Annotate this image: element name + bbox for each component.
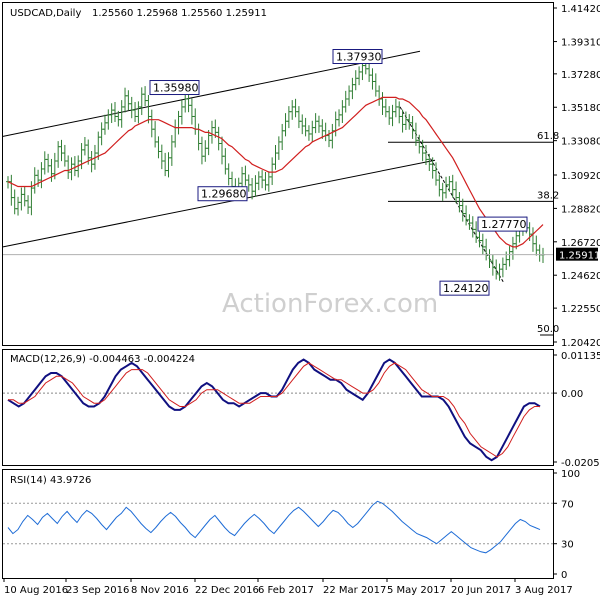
rsi-tick-label: 0	[561, 570, 567, 581]
moving-average	[7, 96, 544, 248]
price-tick-label: 1.33080	[561, 137, 600, 148]
dashed-trend-line	[399, 106, 505, 284]
date-tick-label: 23 Sep 2016	[66, 585, 129, 596]
macd-tick-label: 0.011353	[561, 351, 600, 362]
price-tick-label: 1.30920	[561, 171, 600, 182]
price-label-box	[197, 186, 248, 202]
price-label: 1.29680	[201, 188, 247, 201]
date-tick-label: 20 Jun 2017	[451, 585, 511, 596]
price-label-box	[439, 280, 490, 296]
rsi-tick-label: 100	[561, 469, 580, 480]
date-tick-label: 5 May 2017	[387, 585, 446, 596]
macd-tick-label: 0.00	[561, 389, 583, 400]
fib-level-label: 50.0	[537, 324, 559, 335]
price-tick-label: 1.35180	[561, 103, 600, 114]
price-tick-label: 1.22550	[561, 304, 600, 315]
last-price-box	[556, 247, 598, 261]
last-price-label: 1.25911	[559, 251, 600, 262]
ohlc-values: 1.25560 1.25968 1.25560 1.25911	[92, 8, 267, 19]
rsi-lines: 100 70 30 0	[3, 469, 580, 581]
rsi-tick-label: 70	[561, 499, 574, 510]
macd-lines: 0.011353 0.00 -0.020531	[3, 351, 600, 469]
price-label: 1.35980	[153, 82, 199, 95]
channel-lower-line	[2, 159, 436, 248]
macd-panel	[2, 349, 554, 466]
date-tick-label: 10 Aug 2016	[4, 585, 68, 596]
price-label: 1.24120	[443, 282, 489, 295]
symbol-title: USDCAD,Daily	[10, 8, 81, 19]
price-tick-label: 1.26720	[561, 238, 600, 249]
date-tick-label: 6 Feb 2017	[258, 585, 314, 596]
date-tick-label: 22 Dec 2016	[195, 585, 259, 596]
fibonacci-levels: 61.8 38.2 50.0	[388, 131, 559, 336]
price-panel	[2, 2, 554, 346]
y-axis-labels: 1.41420 1.39310 1.37280 1.35180 1.33080 1.309…	[3, 4, 600, 349]
rsi-tick-label: 30	[561, 540, 574, 551]
date-tick-label: 3 Aug 2017	[515, 585, 573, 596]
price-label-box	[149, 80, 200, 96]
rsi-title: RSI(14) 43.9726	[10, 475, 91, 486]
price-label-box	[332, 49, 383, 65]
price-tick-label: 1.41420	[561, 4, 600, 15]
trend-lines	[2, 50, 505, 284]
moving-average-line	[7, 96, 544, 248]
watermark: ActionForex.com	[222, 289, 438, 319]
price-labels: 1.35980 1.29680 1.37930 1.27770 1.24120	[149, 49, 528, 296]
price-tick-label: 1.24620	[561, 271, 600, 282]
date-tick-label: 22 Mar 2017	[323, 585, 386, 596]
macd-signal-line	[8, 362, 540, 458]
price-tick-label: 1.39310	[561, 38, 600, 49]
price-label-box	[477, 216, 528, 232]
price-bars	[6, 57, 545, 281]
price-label: 1.27770	[481, 218, 527, 231]
macd-tick-label: -0.020531	[561, 458, 600, 469]
fib-level-label: 61.8	[537, 131, 559, 142]
price-tick-label: 1.20420	[561, 338, 600, 349]
date-tick-label: 8 Nov 2016	[131, 585, 189, 596]
fib-level-label: 38.2	[537, 190, 559, 201]
macd-line	[7, 358, 541, 462]
price-tick-label: 1.37280	[561, 70, 600, 81]
macd-title: MACD(12,26,9) -0.004463 -0.004224	[10, 354, 195, 365]
rsi-panel	[2, 469, 554, 579]
price-label: 1.37930	[336, 51, 382, 64]
rsi-line	[7, 500, 541, 554]
price-tick-label: 1.28820	[561, 204, 600, 215]
channel-upper-line	[2, 50, 421, 137]
